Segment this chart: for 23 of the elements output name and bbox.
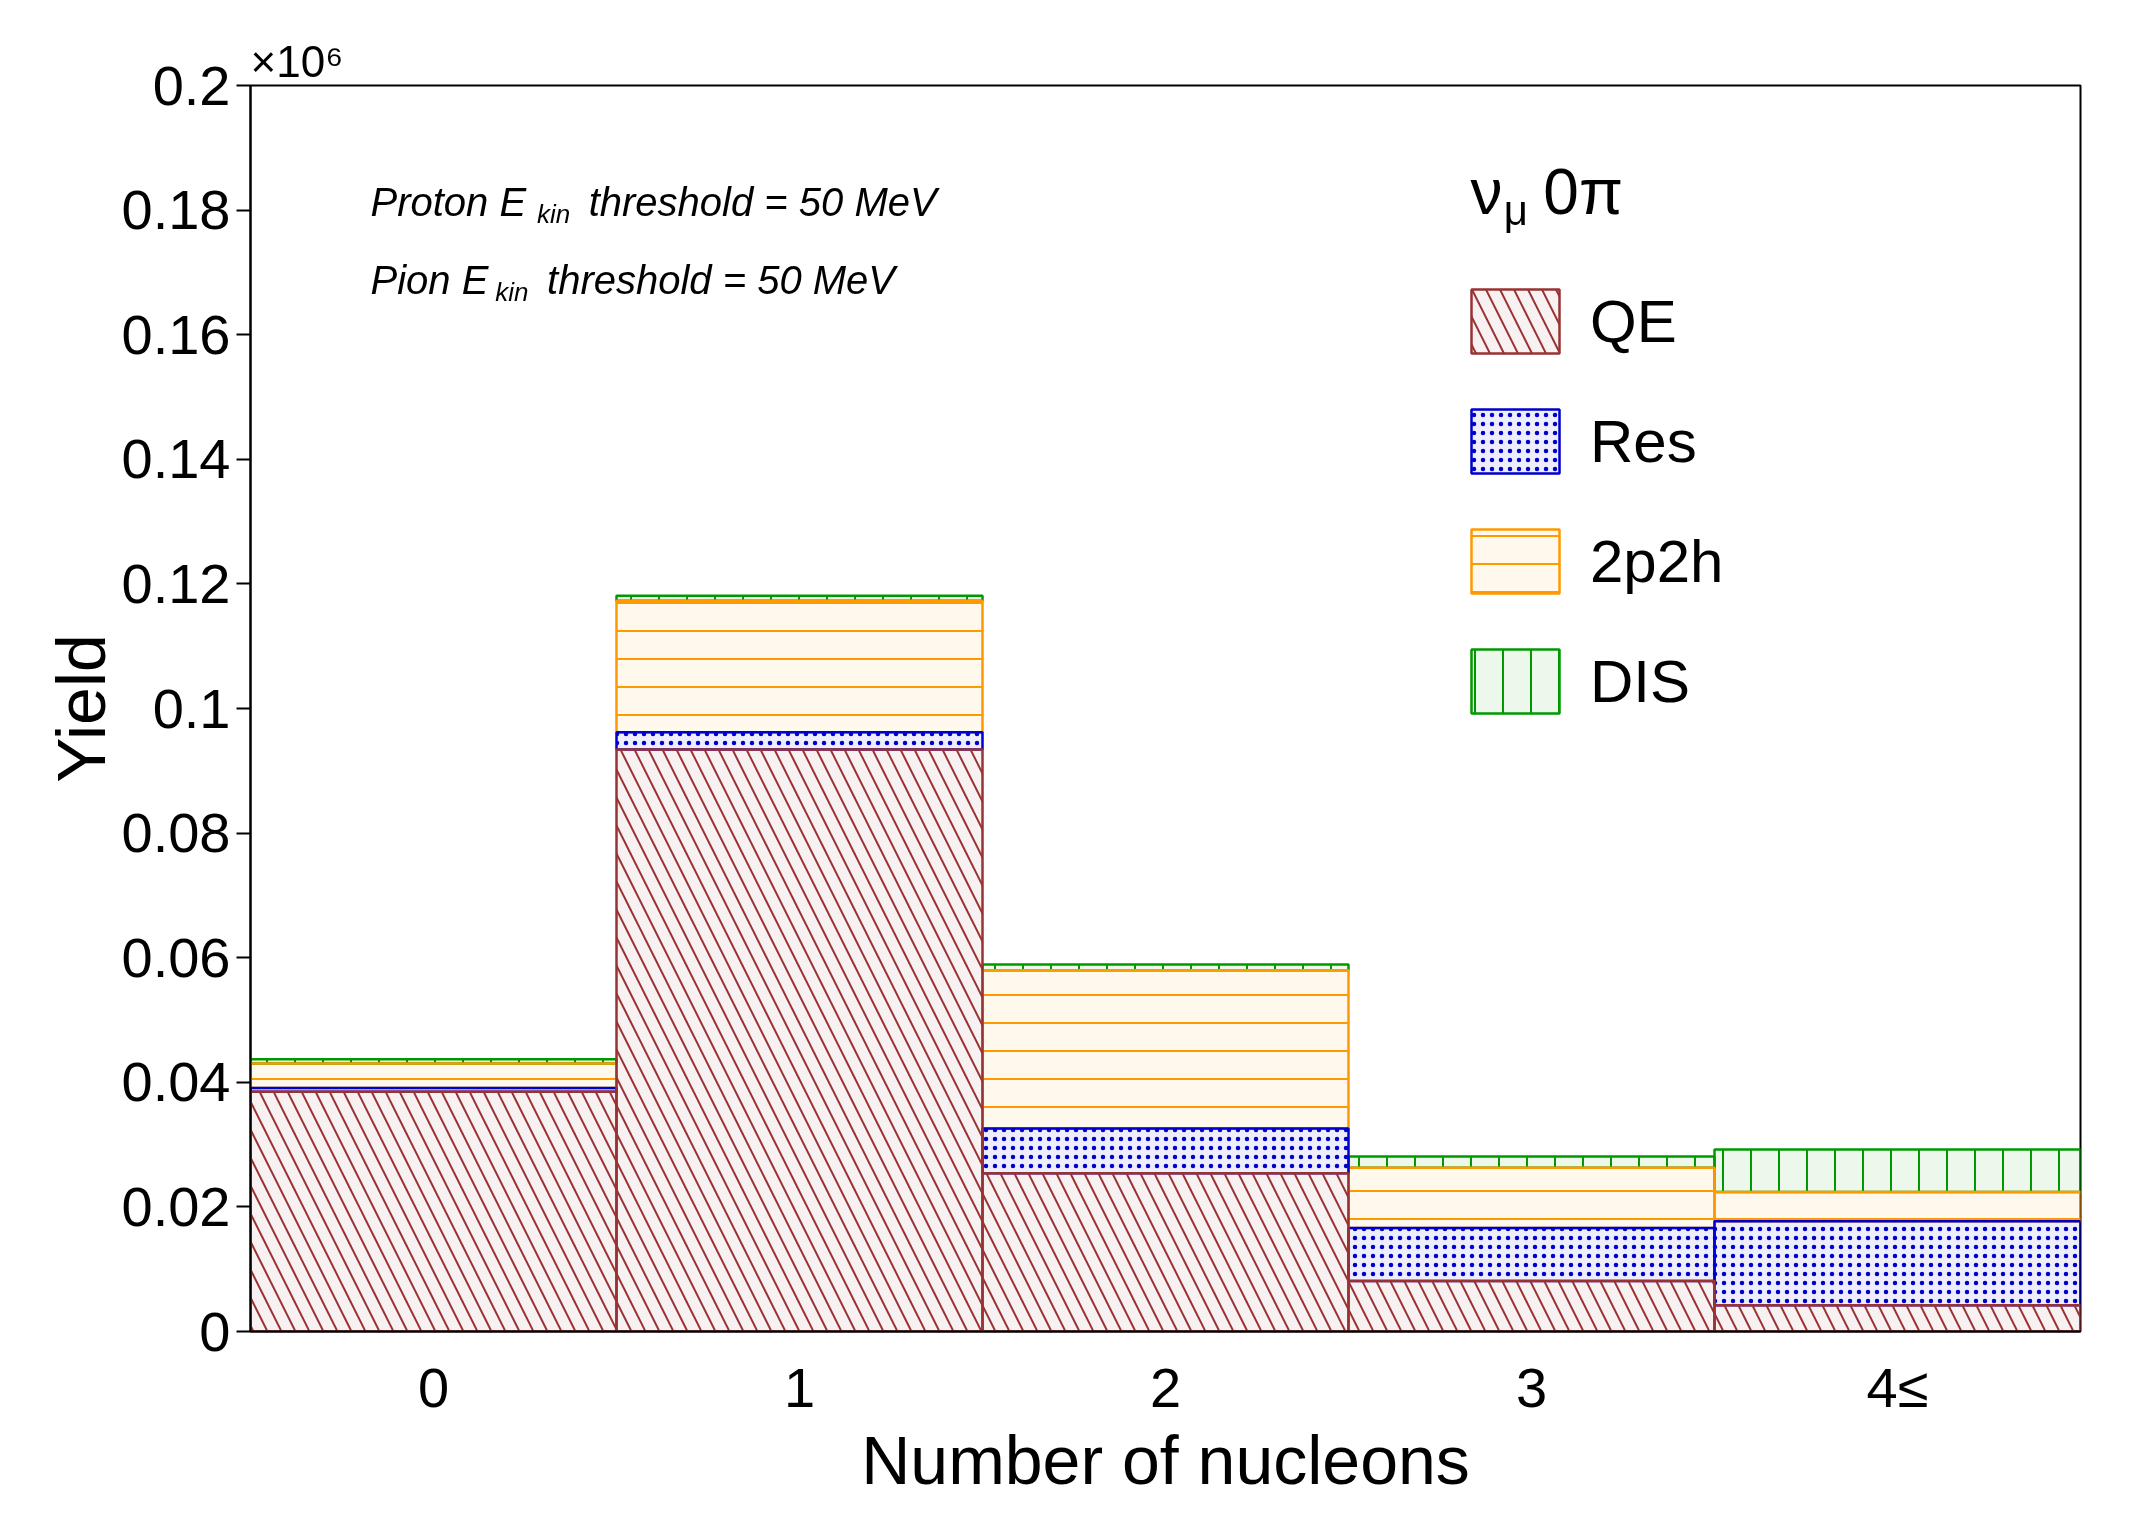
x-tick-label: 4≤ <box>1866 1355 1929 1419</box>
x-tick-label: 0 <box>417 1355 450 1419</box>
x-tick-label: 2 <box>1149 1355 1182 1419</box>
y-tick-label: 0.18 <box>121 178 231 242</box>
y-tick-label: 0.02 <box>121 1174 231 1238</box>
x-axis-title: Number of nucleons <box>861 1421 1470 1498</box>
y-tick-label: 0.14 <box>121 427 231 491</box>
y-tick-label: 0.16 <box>121 302 231 366</box>
y-tick-label: 0 <box>199 1299 231 1363</box>
text: ×10⁶ <box>250 36 344 86</box>
y-tick-label: 0.2 <box>152 53 231 117</box>
y-tick-label: 0.06 <box>121 925 231 989</box>
legend-label: Res <box>1590 406 1697 476</box>
y-tick-label: 0.1 <box>152 676 231 740</box>
y-tick-label: 0.12 <box>121 551 231 615</box>
legend-label: DIS <box>1590 646 1691 716</box>
legend-label: QE <box>1590 286 1677 356</box>
y-axis-title: Yield <box>42 634 119 783</box>
y-tick-label: 0.04 <box>121 1050 231 1114</box>
legend-label: 2p2h <box>1590 526 1724 596</box>
y-tick-label: 0.08 <box>121 801 231 865</box>
x-tick-label: 1 <box>783 1355 816 1419</box>
x-tick-label: 3 <box>1515 1355 1548 1419</box>
